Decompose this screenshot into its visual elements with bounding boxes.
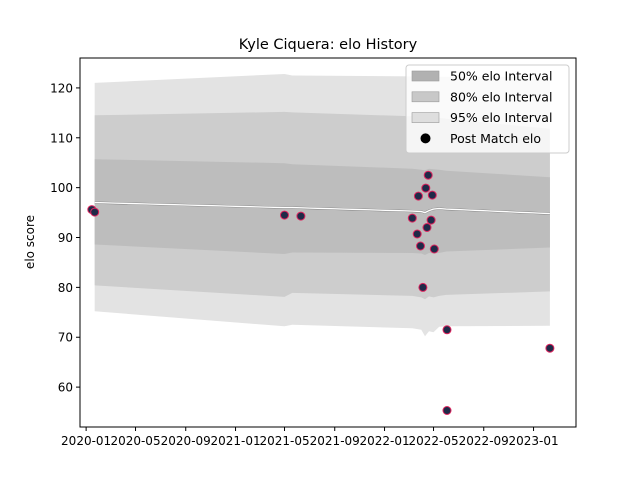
post-match-point [421,183,431,193]
post-match-point [427,190,437,200]
post-match-point [296,211,306,221]
mean-line [94,201,550,215]
post-match-point [412,229,422,239]
y-tick-label: 110 [50,131,73,145]
band-50 [94,159,550,255]
post-match-point [442,406,452,415]
y-tick-label: 80 [58,281,73,295]
x-tick-label: 2022-01 [359,434,409,448]
x-tick-label: 2021-09 [310,434,360,448]
post-match-point [545,343,555,353]
post-match-points [87,170,555,415]
legend-swatch [411,112,440,123]
post-match-point [418,282,428,292]
post-match-point [413,191,423,201]
y-tick-label: 60 [58,381,73,395]
y-tick-label: 120 [50,81,73,95]
legend-label: 80% elo Interval [450,89,552,104]
y-tick-label: 90 [58,231,73,245]
y-axis-label: elo score [23,215,37,269]
post-match-point [429,244,439,254]
post-match-point [422,223,432,232]
legend-swatch [411,70,440,82]
x-tick-label: 2021-05 [259,434,309,448]
x-tick-label: 2022-09 [459,434,509,448]
post-match-point [423,170,433,180]
legend-box [405,64,570,154]
x-tick-label: 2022-05 [408,434,458,448]
x-tick-label: 2020-09 [161,434,211,448]
post-match-point [280,210,289,220]
legend: 50% elo Interval 80% elo Interval 95% elo … [405,64,570,154]
post-match-point [416,241,425,251]
post-match-point [407,213,417,223]
chart-title: Kyle Ciquera: elo History [239,37,418,53]
y-tick-label: 70 [58,331,73,345]
post-match-point [426,215,436,225]
legend-label: Post Match elo [450,131,541,146]
plot-frame [79,57,577,428]
mean-line-path [94,201,550,215]
x-tick-label: 2021-01 [210,434,260,448]
y-axis-ticks: 60 70 80 90 100 110 120 [50,81,80,395]
legend-label: 95% elo Interval [450,110,552,125]
post-match-point [442,325,452,335]
x-tick-label: 2020-01 [61,434,111,448]
x-tick-label: 2020-05 [110,434,160,448]
legend-marker [420,133,431,144]
legend-swatch [411,91,440,103]
post-match-point [90,207,100,217]
x-tick-label: 2023-01 [508,434,558,448]
legend-label: 50% elo Interval [450,69,552,84]
y-tick-label: 100 [50,181,73,195]
